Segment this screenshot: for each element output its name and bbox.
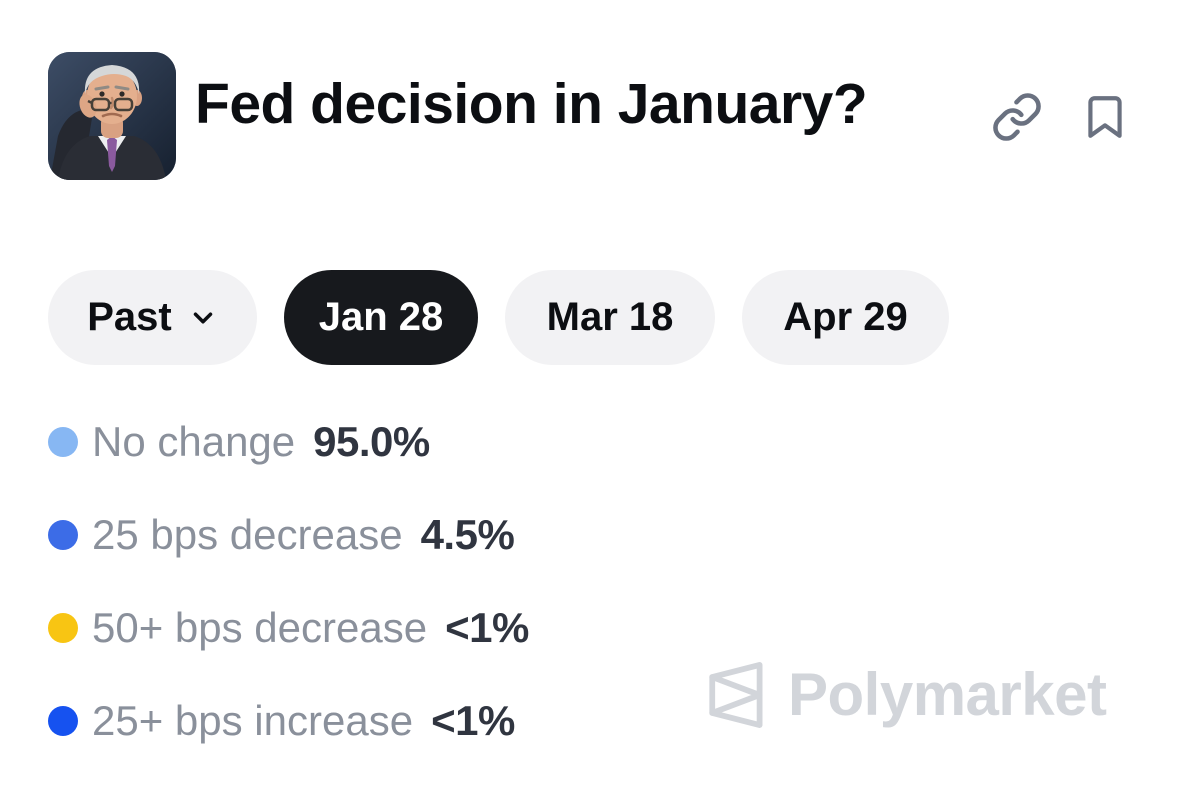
outcome-label: 25+ bps increase	[92, 697, 414, 744]
tab-label: Past	[87, 295, 172, 339]
market-avatar	[48, 52, 176, 180]
tab-label: Apr 29	[783, 295, 908, 339]
header-actions	[988, 88, 1134, 146]
tab-label: Mar 18	[546, 295, 674, 339]
bookmark-button[interactable]	[1076, 88, 1134, 146]
outcome-row: 25+ bps increase <1%	[48, 697, 529, 745]
tab-past-dropdown[interactable]: Past	[48, 270, 257, 365]
outcome-dot-icon	[48, 613, 78, 643]
market-title[interactable]: Fed decision in January?	[195, 72, 868, 136]
tab-mar-18[interactable]: Mar 18	[505, 270, 715, 365]
tab-label: Jan 28	[318, 295, 444, 339]
outcome-value: 4.5%	[420, 511, 515, 558]
outcome-label: No change	[92, 418, 296, 465]
outcome-dot-icon	[48, 520, 78, 550]
polymarket-wordmark: Polymarket	[788, 661, 1107, 728]
copy-link-button[interactable]	[988, 88, 1046, 146]
outcome-row: No change 95.0%	[48, 418, 529, 466]
bookmark-icon	[1088, 96, 1122, 138]
outcome-dot-icon	[48, 706, 78, 736]
outcome-label: 50+ bps decrease	[92, 604, 428, 651]
outcome-row: 50+ bps decrease <1%	[48, 604, 529, 652]
outcome-value: <1%	[445, 604, 529, 651]
chevron-down-icon	[188, 303, 218, 333]
date-tabs: Past Jan 28 Mar 18 Apr 29	[48, 270, 949, 365]
polymarket-watermark[interactable]: Polymarket	[702, 662, 1107, 728]
powell-portrait-image	[48, 52, 176, 180]
tab-apr-29[interactable]: Apr 29	[742, 270, 949, 365]
outcome-label: 25 bps decrease	[92, 511, 403, 558]
outcome-value: <1%	[431, 697, 515, 744]
outcome-row: 25 bps decrease 4.5%	[48, 511, 529, 559]
outcomes-legend: No change 95.0% 25 bps decrease 4.5% 50+…	[48, 418, 529, 790]
outcome-value: 95.0%	[313, 418, 430, 465]
outcome-dot-icon	[48, 427, 78, 457]
polymarket-logo-icon	[709, 662, 763, 728]
tab-jan-28[interactable]: Jan 28	[284, 270, 478, 365]
link-icon	[993, 93, 1041, 141]
